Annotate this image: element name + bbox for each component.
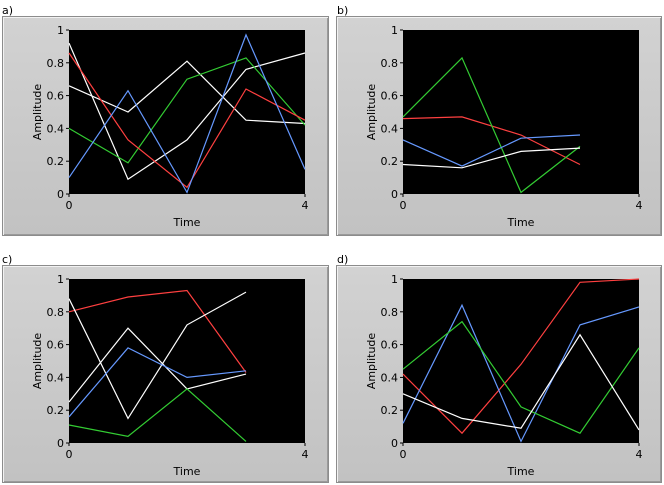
y-tick-label: 0 <box>391 188 398 201</box>
series-line-3 <box>402 320 640 434</box>
y-tick-label: 0.2 <box>381 155 399 168</box>
x-tick-label: 0 <box>400 199 407 212</box>
plot-area <box>69 30 305 194</box>
y-tick-label: 0.8 <box>381 306 399 319</box>
y-tick-label: 0.8 <box>47 306 65 319</box>
x-tick-label: 4 <box>636 199 643 212</box>
y-tick-label: 0.8 <box>381 57 399 70</box>
y-tick-label: 0.2 <box>381 404 399 417</box>
series-line-4 <box>68 347 247 418</box>
y-tick-label: 0.8 <box>47 57 65 70</box>
series-line-2 <box>402 56 581 194</box>
plot-area <box>403 30 639 194</box>
x-tick-label: 4 <box>302 199 309 212</box>
x-tick-label: 4 <box>636 448 643 461</box>
series-line-2 <box>68 42 306 181</box>
panel-label-a: a) <box>2 4 14 17</box>
x-tick-label: 0 <box>400 448 407 461</box>
chart-d: 0 0.2 0.4 0.6 0.8 1 0 4 Time Amplitude <box>365 273 643 478</box>
plot-area <box>403 279 639 443</box>
x-axis-label: Time <box>173 465 201 478</box>
chart-panel-d: 0 0.2 0.4 0.6 0.8 1 0 4 Time Amplitude <box>336 265 662 483</box>
y-tick-label: 0.2 <box>47 155 65 168</box>
y-tick-label: 0 <box>57 437 64 450</box>
y-tick-label: 0 <box>391 437 398 450</box>
x-axis-label: Time <box>507 216 535 229</box>
x-axis-label: Time <box>507 465 535 478</box>
chart-panel-b: 0 0.2 0.4 0.6 0.8 1 0 4 Time Amplitude <box>336 16 662 236</box>
series-line-1 <box>402 278 640 435</box>
y-tick-label: 1 <box>57 273 64 286</box>
chart-b: 0 0.2 0.4 0.6 0.8 1 0 4 Time Amplitude <box>365 24 643 229</box>
y-tick-label: 1 <box>391 24 398 37</box>
series-line-3 <box>402 134 581 167</box>
y-tick-label: 0.6 <box>381 339 399 352</box>
series-line-2 <box>68 291 247 420</box>
series-line-2 <box>402 303 640 443</box>
series-line-5 <box>68 388 247 442</box>
y-axis-label: Amplitude <box>365 84 378 141</box>
y-axis-label: Amplitude <box>365 333 378 390</box>
series-line-1 <box>68 60 306 125</box>
x-tick-label: 0 <box>66 199 73 212</box>
x-tick-label: 0 <box>66 448 73 461</box>
series-line-3 <box>68 327 247 403</box>
y-tick-label: 0.6 <box>381 90 399 103</box>
series-line-5 <box>68 33 306 194</box>
y-axis-label: Amplitude <box>31 333 44 390</box>
series-line-1 <box>68 289 247 373</box>
plot-area <box>69 279 305 443</box>
x-axis-label: Time <box>173 216 201 229</box>
series-line-4 <box>68 52 306 189</box>
chart-panel-a: 0 0.2 0.4 0.6 0.8 1 0 4 Time Amplitude <box>2 16 329 236</box>
y-tick-label: 0.6 <box>47 90 65 103</box>
y-tick-label: 0.4 <box>381 122 399 135</box>
y-tick-label: 0.4 <box>47 371 65 384</box>
y-tick-label: 0 <box>57 188 64 201</box>
series-line-4 <box>402 333 640 431</box>
x-tick-label: 4 <box>302 448 309 461</box>
series-line-4 <box>402 147 581 169</box>
y-tick-label: 0.4 <box>381 371 399 384</box>
panel-label-c: c) <box>2 253 13 266</box>
y-tick-label: 0.4 <box>47 122 65 135</box>
y-tick-label: 0.6 <box>47 339 65 352</box>
y-tick-label: 1 <box>391 273 398 286</box>
chart-a: 0 0.2 0.4 0.6 0.8 1 0 4 Time Amplitude <box>31 24 309 229</box>
chart-panel-c: 0 0.2 0.4 0.6 0.8 1 0 4 Time Amplitude <box>2 265 329 483</box>
panel-label-d: d) <box>337 253 349 266</box>
panel-label-b: b) <box>337 4 349 17</box>
y-axis-label: Amplitude <box>31 84 44 141</box>
y-tick-label: 0.2 <box>47 404 65 417</box>
chart-c: 0 0.2 0.4 0.6 0.8 1 0 4 Time Amplitude <box>31 273 309 478</box>
y-tick-label: 1 <box>57 24 64 37</box>
